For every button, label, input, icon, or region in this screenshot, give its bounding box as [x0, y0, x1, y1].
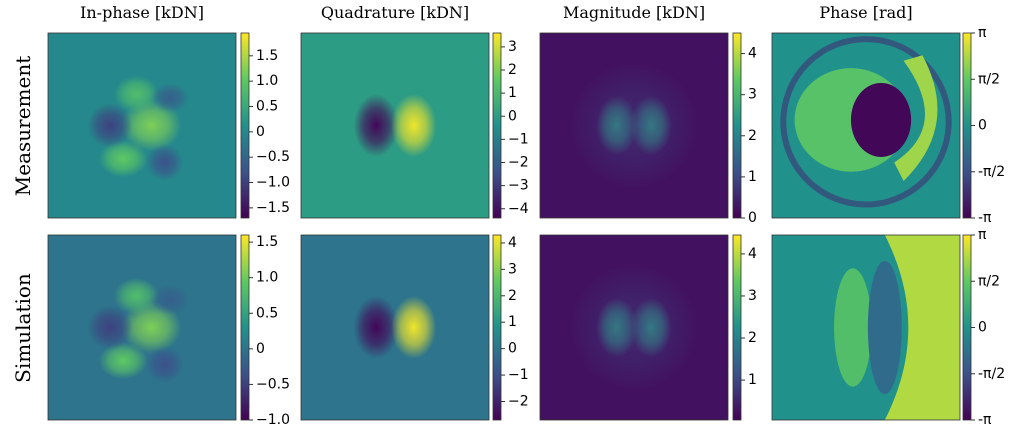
- column-title: Phase [rad]: [819, 3, 912, 22]
- colorbar-tick-label: 0.5: [256, 98, 278, 114]
- heatmap-image: [47, 234, 237, 421]
- colorbar-tick-label: −2: [508, 394, 529, 410]
- colorbar-tick-label: π/2: [978, 273, 1000, 289]
- colorbar-tick-label: 4: [508, 235, 517, 251]
- colorbar-tick-label: 0: [508, 108, 517, 124]
- heatmap-image: [771, 234, 961, 421]
- colorbar-tick-label: 0.5: [256, 305, 278, 321]
- colorbar: [492, 32, 502, 219]
- colorbar-tick-label: 1.0: [256, 73, 278, 89]
- row-label: Simulation: [11, 273, 35, 383]
- heatmap-image: [539, 32, 729, 219]
- heatmap-image: [47, 32, 237, 219]
- colorbar-tick-label: −0.5: [256, 149, 290, 165]
- colorbar-tick-label: 3: [748, 87, 757, 103]
- colorbar-tick-label: 2: [508, 288, 517, 304]
- colorbar-tick-label: −0.5: [256, 376, 290, 392]
- colorbar-tick-label: 1: [508, 85, 517, 101]
- colorbar-tick-label: −3: [508, 178, 529, 194]
- colorbar-tick-label: -π/2: [978, 366, 1005, 382]
- colorbar: [962, 32, 972, 219]
- colorbar-tick-label: 1.0: [256, 270, 278, 286]
- colorbar-tick-label: 0: [256, 124, 265, 140]
- colorbar: [240, 234, 250, 421]
- heatmap-image: [300, 234, 490, 421]
- colorbar-tick-label: −4: [508, 201, 529, 217]
- colorbar-tick-label: 0: [978, 118, 987, 134]
- colorbar-tick-label: 1: [748, 372, 757, 388]
- colorbar-tick-label: -π: [978, 412, 992, 428]
- colorbar-tick-label: -π: [978, 210, 992, 226]
- colorbar-tick-label: 0: [256, 341, 265, 357]
- column-title: Magnitude [kDN]: [563, 3, 705, 22]
- column-title: In-phase [kDN]: [80, 3, 204, 22]
- colorbar-tick-label: 0: [978, 320, 987, 336]
- colorbar: [732, 32, 742, 219]
- colorbar-tick-label: 2: [748, 330, 757, 346]
- colorbar-tick-label: −1: [508, 131, 529, 147]
- colorbar-tick-label: 4: [748, 246, 757, 262]
- colorbar: [492, 234, 502, 421]
- colorbar: [732, 234, 742, 421]
- colorbar-tick-label: −1.0: [256, 175, 290, 191]
- heatmap-image: [300, 32, 490, 219]
- colorbar-tick-label: 1: [508, 314, 517, 330]
- colorbar-tick-label: −1.5: [256, 200, 290, 216]
- colorbar-tick-label: −1.0: [256, 412, 290, 428]
- colorbar-tick-label: π: [978, 25, 987, 41]
- column-title: Quadrature [kDN]: [321, 3, 469, 22]
- colorbar-tick-label: 1.5: [256, 48, 278, 64]
- colorbar-tick-label: 3: [748, 288, 757, 304]
- colorbar-tick-label: π/2: [978, 71, 1000, 87]
- colorbar-tick-label: 4: [748, 46, 757, 62]
- colorbar-tick-label: -π/2: [978, 164, 1005, 180]
- colorbar-tick-label: 2: [748, 128, 757, 144]
- colorbar-tick-label: π: [978, 227, 987, 243]
- colorbar-tick-label: 0: [748, 210, 757, 226]
- colorbar-tick-label: 3: [508, 39, 517, 55]
- colorbar: [962, 234, 972, 421]
- heatmap-image: [771, 32, 961, 219]
- colorbar-tick-label: 1.5: [256, 234, 278, 250]
- colorbar-tick-label: 1: [748, 169, 757, 185]
- colorbar-tick-label: −1: [508, 367, 529, 383]
- colorbar-tick-label: −2: [508, 155, 529, 171]
- colorbar-tick-label: 2: [508, 62, 517, 78]
- colorbar: [240, 32, 250, 219]
- row-label: Measurement: [11, 56, 35, 197]
- heatmap-image: [539, 234, 729, 421]
- colorbar-tick-label: 3: [508, 261, 517, 277]
- colorbar-tick-label: 0: [508, 341, 517, 357]
